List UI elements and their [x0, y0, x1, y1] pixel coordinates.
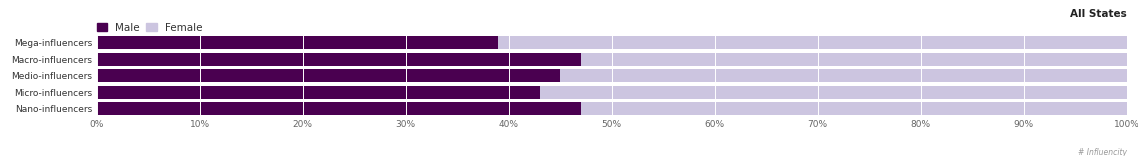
Bar: [97, 86, 539, 99]
Legend: Male, Female: Male, Female: [97, 23, 203, 33]
Bar: [97, 36, 498, 49]
Bar: [97, 69, 1127, 82]
Bar: [97, 69, 560, 82]
Text: All States: All States: [1070, 9, 1127, 20]
Bar: [97, 102, 580, 115]
Text: # Influencity: # Influencity: [1078, 148, 1127, 156]
Bar: [97, 53, 580, 66]
Bar: [97, 102, 1127, 115]
Bar: [97, 36, 1127, 49]
Bar: [97, 53, 1127, 66]
Bar: [97, 86, 1127, 99]
